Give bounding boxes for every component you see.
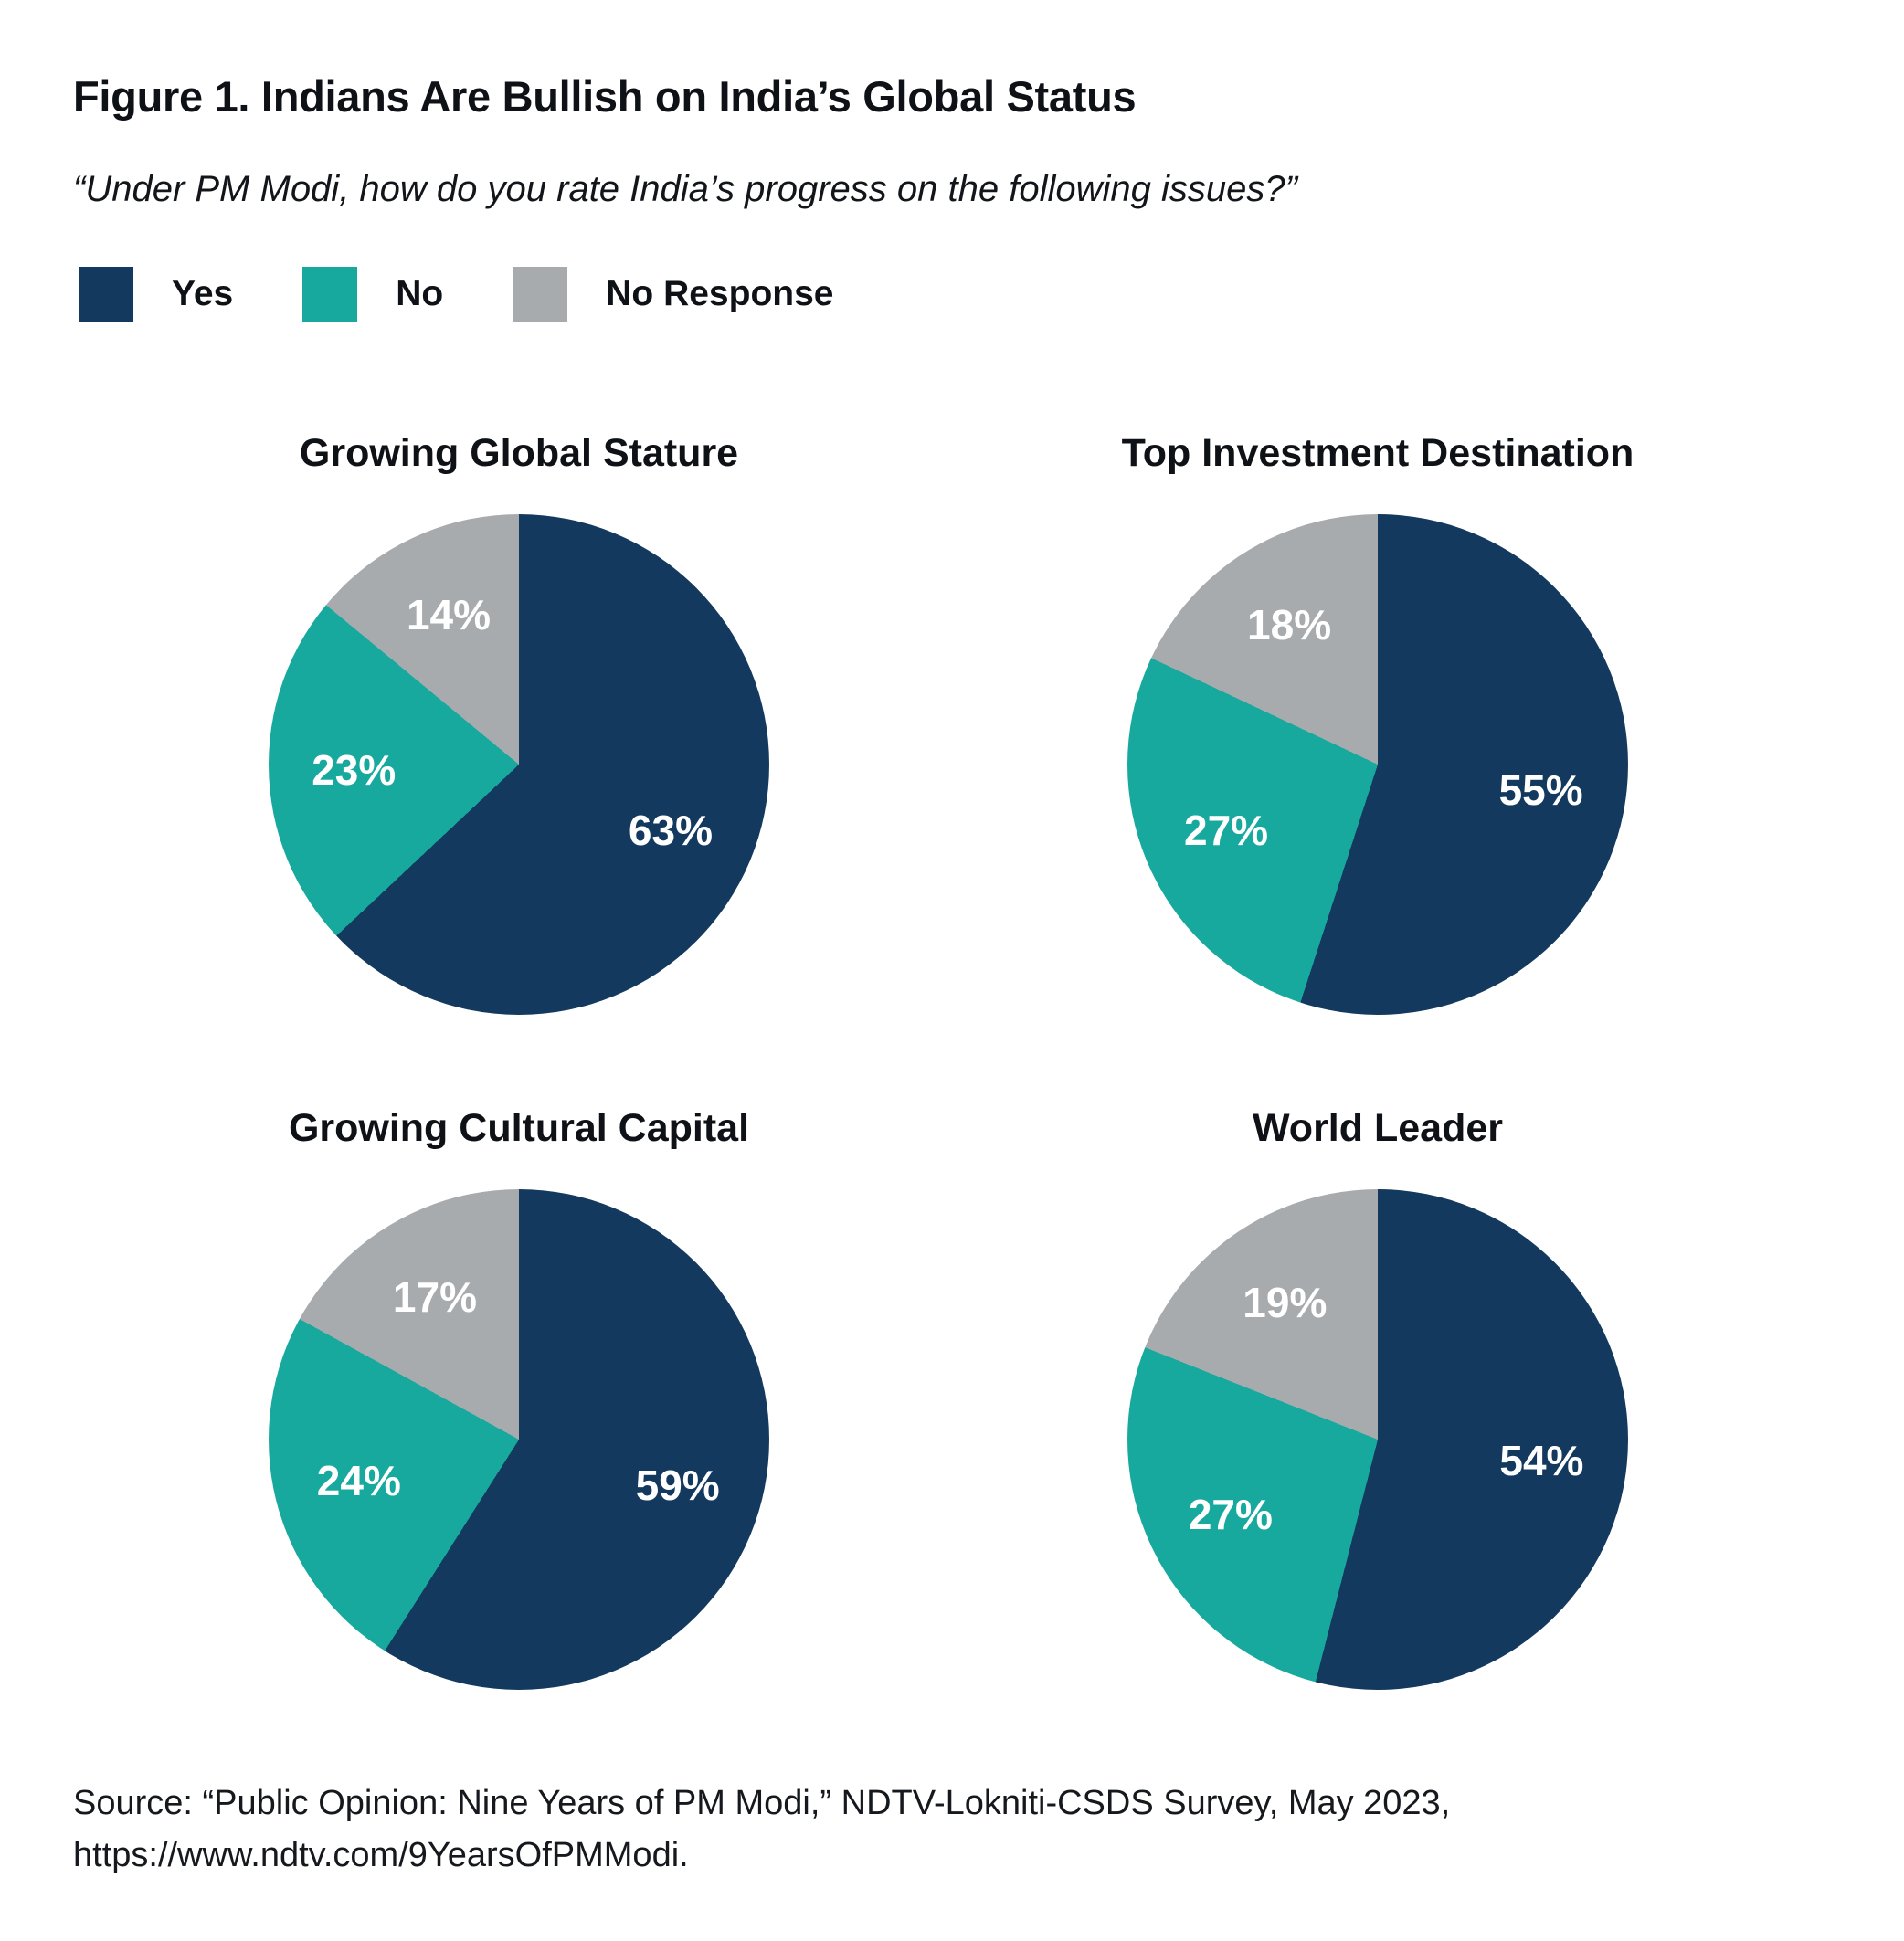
slice-value-label: 19% bbox=[1243, 1279, 1328, 1327]
slice-value-label: 63% bbox=[628, 806, 713, 854]
pie-grid: Growing Global Stature 63% 23% 14% Top Inv… bbox=[90, 431, 1831, 1690]
slice-value-label: 14% bbox=[406, 591, 492, 639]
slice-value-label: 23% bbox=[312, 745, 397, 794]
legend-item-yes: Yes bbox=[79, 267, 233, 322]
legend-swatch-yes bbox=[79, 267, 133, 322]
legend-swatch-no-response bbox=[513, 267, 568, 322]
source-line-1: Source: “Public Opinion: Nine Years of P… bbox=[73, 1784, 1451, 1822]
pie-growing-global-stature: 63% 23% 14% bbox=[269, 514, 769, 1015]
legend-item-no: No bbox=[302, 267, 443, 322]
slice-value-label: 54% bbox=[1499, 1436, 1584, 1484]
pie-top-investment-destination: 55% 27% 18% bbox=[1127, 514, 1628, 1015]
legend-label-no-response: No Response bbox=[606, 274, 834, 313]
pie-growing-cultural-capital: 59% 24% 17% bbox=[269, 1189, 769, 1690]
slice-value-label: 55% bbox=[1498, 766, 1583, 815]
figure-title: Figure 1. Indians Are Bullish on India’s… bbox=[73, 72, 1137, 121]
legend-swatch-no bbox=[302, 267, 358, 322]
legend-item-no-response: No Response bbox=[513, 267, 833, 322]
legend-label-no: No bbox=[396, 274, 444, 313]
source-line-2: https://www.ndtv.com/9YearsOfPMModi. bbox=[73, 1836, 689, 1874]
slice-value-label: 24% bbox=[316, 1456, 401, 1504]
slice-value-label: 17% bbox=[392, 1273, 477, 1322]
figure-page: Figure 1. Indians Are Bullish on India’s… bbox=[73, 72, 1831, 1882]
pie-title-growing-cultural-capital: Growing Cultural Capital bbox=[288, 1106, 750, 1150]
legend-label-yes: Yes bbox=[172, 274, 234, 313]
pie-cell-world-leader: World Leader 54% 27% 19% bbox=[948, 1106, 1807, 1690]
slice-value-label: 27% bbox=[1188, 1491, 1273, 1539]
pie-cell-top-investment-destination: Top Investment Destination 55% 27% 18% bbox=[948, 431, 1807, 1015]
pie-title-world-leader: World Leader bbox=[1253, 1106, 1503, 1150]
pie-world-leader: 54% 27% 19% bbox=[1127, 1189, 1628, 1690]
pie-cell-growing-cultural-capital: Growing Cultural Capital 59% 24% 17% bbox=[90, 1106, 948, 1690]
source-note: Source: “Public Opinion: Nine Years of P… bbox=[73, 1777, 1498, 1882]
pie-cell-growing-global-stature: Growing Global Stature 63% 23% 14% bbox=[90, 431, 948, 1015]
pie-title-growing-global-stature: Growing Global Stature bbox=[299, 431, 739, 475]
legend: Yes No No Response bbox=[73, 267, 1831, 322]
slice-value-label: 59% bbox=[635, 1461, 720, 1510]
figure-subtitle: “Under PM Modi, how do you rate India’s … bbox=[73, 169, 1297, 209]
slice-value-label: 18% bbox=[1247, 601, 1332, 649]
slice-value-label: 27% bbox=[1183, 806, 1269, 854]
pie-title-top-investment-destination: Top Investment Destination bbox=[1121, 431, 1634, 475]
